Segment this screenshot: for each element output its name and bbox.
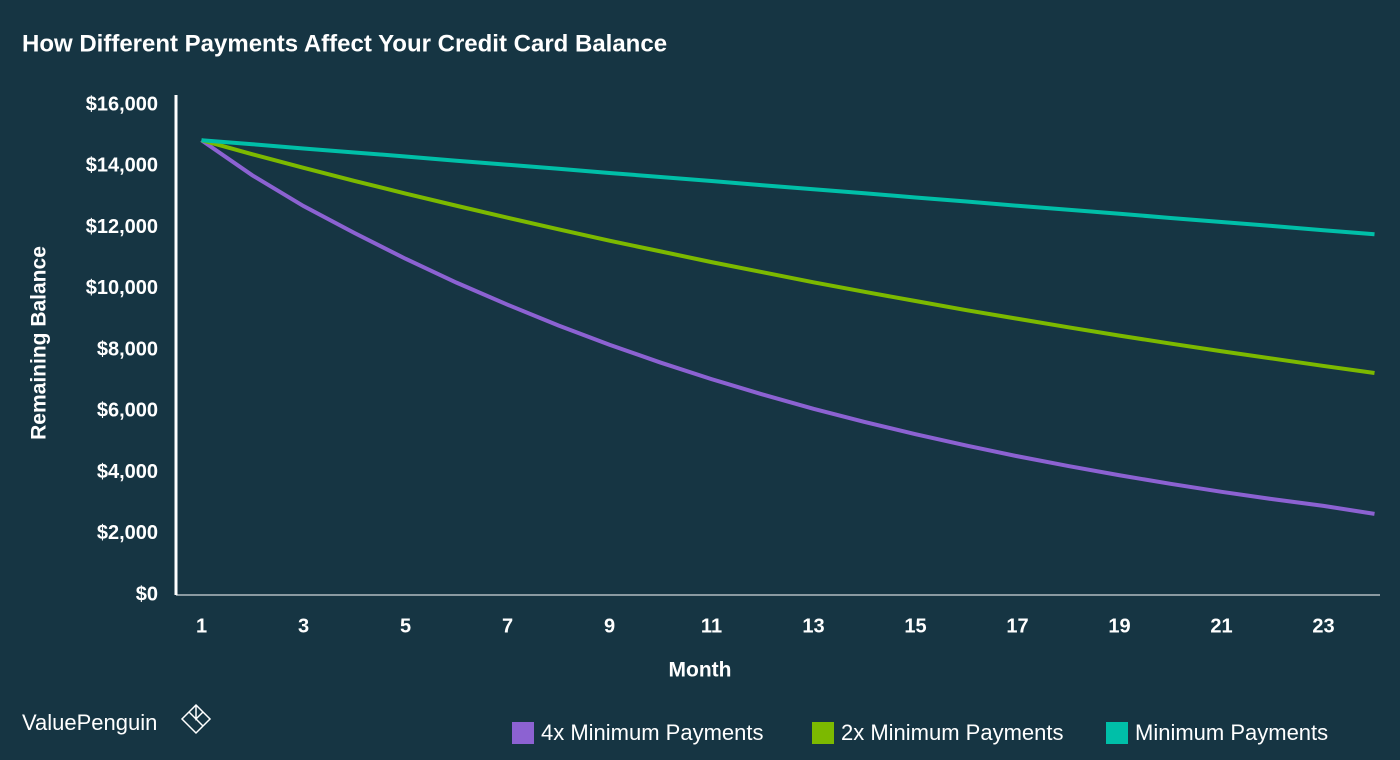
x-tick-label: 21	[1210, 615, 1232, 637]
x-tick-label: 23	[1312, 615, 1334, 637]
x-tick-label: 19	[1108, 615, 1130, 637]
y-tick-label: $6,000	[97, 400, 158, 422]
series-line	[201, 138, 1375, 237]
y-tick-label: $8,000	[97, 338, 158, 360]
y-tick-label: $14,000	[86, 155, 158, 177]
x-tick-label: 13	[802, 615, 824, 637]
series-line	[200, 138, 1375, 516]
series-line	[200, 138, 1375, 375]
x-tick-label: 9	[604, 615, 615, 637]
y-tick-label: $4,000	[97, 461, 158, 483]
x-tick-label: 3	[298, 615, 309, 637]
legend-label: 4x Minimum Payments	[541, 720, 764, 745]
y-axis-label: Remaining Balance	[28, 246, 51, 440]
x-axis-label: Month	[669, 659, 732, 682]
legend-swatch	[1106, 722, 1128, 744]
y-tick-label: $10,000	[86, 277, 158, 299]
legend-label: 2x Minimum Payments	[841, 720, 1064, 745]
x-tick-label: 5	[400, 615, 411, 637]
x-tick-label: 7	[502, 615, 513, 637]
y-tick-label: $16,000	[86, 93, 158, 115]
y-tick-label: $12,000	[86, 216, 158, 238]
legend-swatch	[812, 722, 834, 744]
y-tick-label: $2,000	[97, 522, 158, 544]
brand-logo	[180, 703, 212, 735]
chart-title: How Different Payments Affect Your Credi…	[22, 30, 667, 57]
y-tick-label: $0	[136, 583, 158, 605]
x-tick-label: 15	[904, 615, 926, 637]
legend-swatch	[512, 722, 534, 744]
brand: ValuePenguin	[22, 710, 157, 735]
legend-label: Minimum Payments	[1135, 720, 1328, 745]
x-tick-label: 17	[1006, 615, 1028, 637]
x-tick-label: 11	[701, 615, 722, 637]
x-tick-label: 1	[196, 615, 207, 637]
